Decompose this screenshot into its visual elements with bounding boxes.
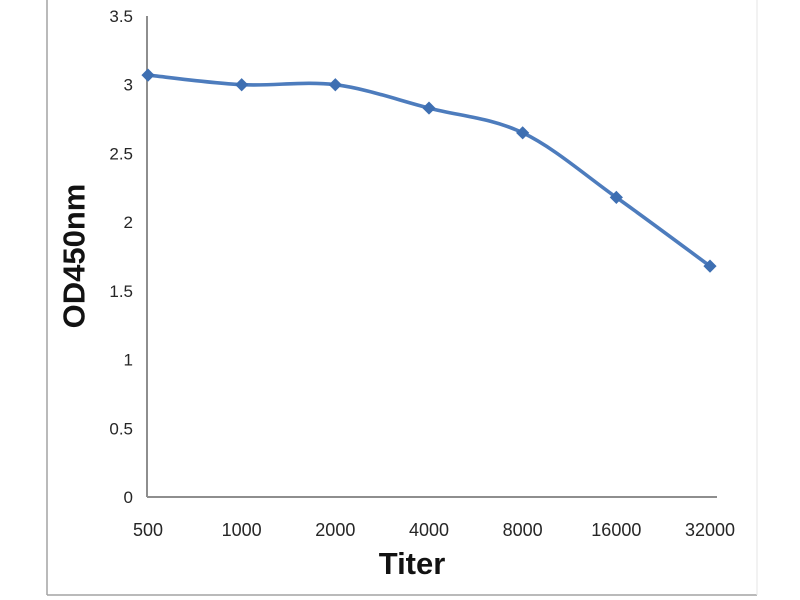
y-tick-label: 2 [124, 213, 133, 232]
x-axis-title: Titer [379, 546, 446, 581]
y-tick-label: 3.5 [109, 7, 133, 26]
x-tick-label: 8000 [503, 520, 543, 540]
y-tick-label: 0 [124, 488, 133, 507]
data-point-marker [235, 78, 249, 92]
x-tick-label: 4000 [409, 520, 449, 540]
data-point-marker [328, 78, 342, 92]
data-point-marker [422, 101, 436, 115]
x-tick-label: 16000 [591, 520, 641, 540]
y-tick-label: 2.5 [109, 144, 133, 163]
x-tick-label: 1000 [222, 520, 262, 540]
data-point-marker [141, 68, 155, 82]
y-tick-label: 1 [124, 351, 133, 370]
data-point-marker [609, 190, 623, 205]
x-tick-label: 32000 [685, 520, 735, 540]
y-axis-title: OD450nm [57, 184, 92, 329]
y-tick-label: 1.5 [109, 282, 133, 301]
data-point-marker [516, 126, 530, 140]
x-tick-label: 2000 [315, 520, 355, 540]
x-tick-label: 500 [133, 520, 163, 540]
y-tick-label: 3 [124, 76, 133, 95]
data-point-marker [703, 259, 717, 273]
y-tick-label: 0.5 [109, 419, 133, 438]
